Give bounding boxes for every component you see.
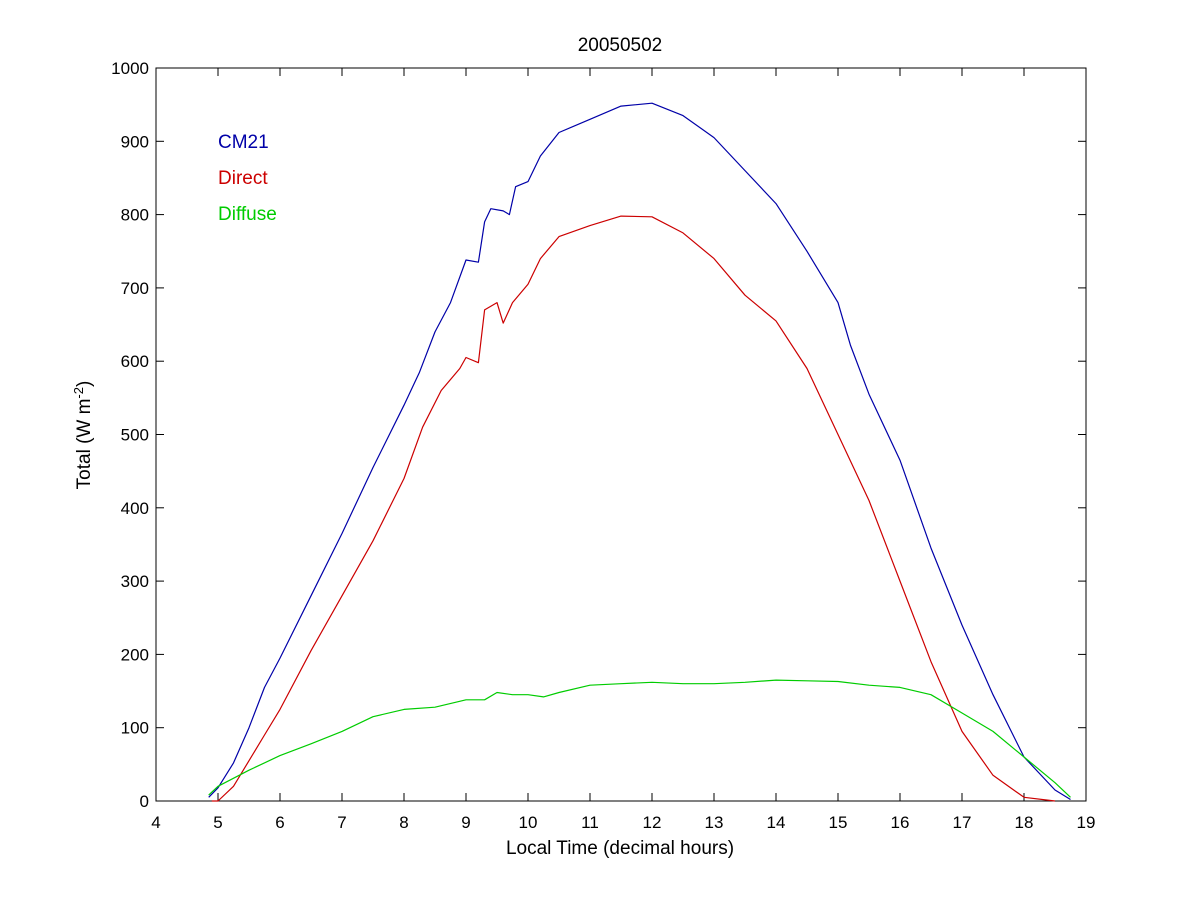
- y-tick-label: 500: [121, 426, 149, 445]
- x-tick-label: 8: [399, 813, 408, 832]
- series-line-cm21: [208, 102, 1071, 801]
- y-axis: 0 100 200 300 400 500 600 700 800 900 1000: [111, 59, 1086, 811]
- plot-frame: [155, 67, 1087, 802]
- x-tick-label: 18: [1015, 813, 1034, 832]
- legend: CM21 Direct Diffuse: [218, 132, 277, 225]
- chart-title: 20050502: [578, 35, 663, 56]
- y-tick-label: 0: [140, 792, 149, 811]
- y-tick-label: 600: [121, 352, 149, 371]
- y-tick-label: 300: [121, 572, 149, 591]
- y-tick-label: 900: [121, 132, 149, 151]
- x-tick-label: 5: [213, 813, 222, 832]
- x-tick-label: 7: [337, 813, 346, 832]
- series-line-direct: [211, 215, 1056, 802]
- y-axis-label-sup: -2: [71, 387, 86, 399]
- x-tick-label: 13: [705, 813, 724, 832]
- y-tick-label: 400: [121, 499, 149, 518]
- x-tick-label: 6: [275, 813, 284, 832]
- y-tick-label: 1000: [111, 59, 149, 78]
- y-tick-label: 800: [121, 206, 149, 225]
- x-tick-label: 14: [767, 813, 786, 832]
- x-tick-label: 4: [151, 813, 160, 832]
- x-tick-label: 15: [829, 813, 848, 832]
- legend-entry-diffuse: Diffuse: [218, 204, 277, 225]
- y-tick-label: 700: [121, 279, 149, 298]
- x-tick-label: 19: [1077, 813, 1096, 832]
- y-tick-label: 100: [121, 719, 149, 738]
- series-line-diffuse: [208, 679, 1071, 798]
- x-tick-label: 11: [581, 813, 599, 832]
- legend-entry-cm21: CM21: [218, 132, 269, 153]
- x-tick-label: 17: [953, 813, 972, 832]
- series-lines: [208, 102, 1071, 802]
- y-axis-label-close: ): [74, 381, 95, 387]
- x-tick-label: 12: [643, 813, 662, 832]
- y-axis-label: Total (W m-2): [71, 381, 96, 490]
- x-axis: 4 5 6 7 8 9 10 11 12 13 14 15 16 17 18 19: [151, 68, 1095, 832]
- y-tick-label: 200: [121, 645, 149, 664]
- x-tick-label: 9: [461, 813, 470, 832]
- legend-entry-direct: Direct: [218, 168, 268, 189]
- y-axis-label-main: Total (W m: [74, 399, 95, 490]
- x-tick-label: 10: [519, 813, 538, 832]
- x-tick-label: 16: [891, 813, 910, 832]
- x-axis-label: Local Time (decimal hours): [506, 838, 734, 859]
